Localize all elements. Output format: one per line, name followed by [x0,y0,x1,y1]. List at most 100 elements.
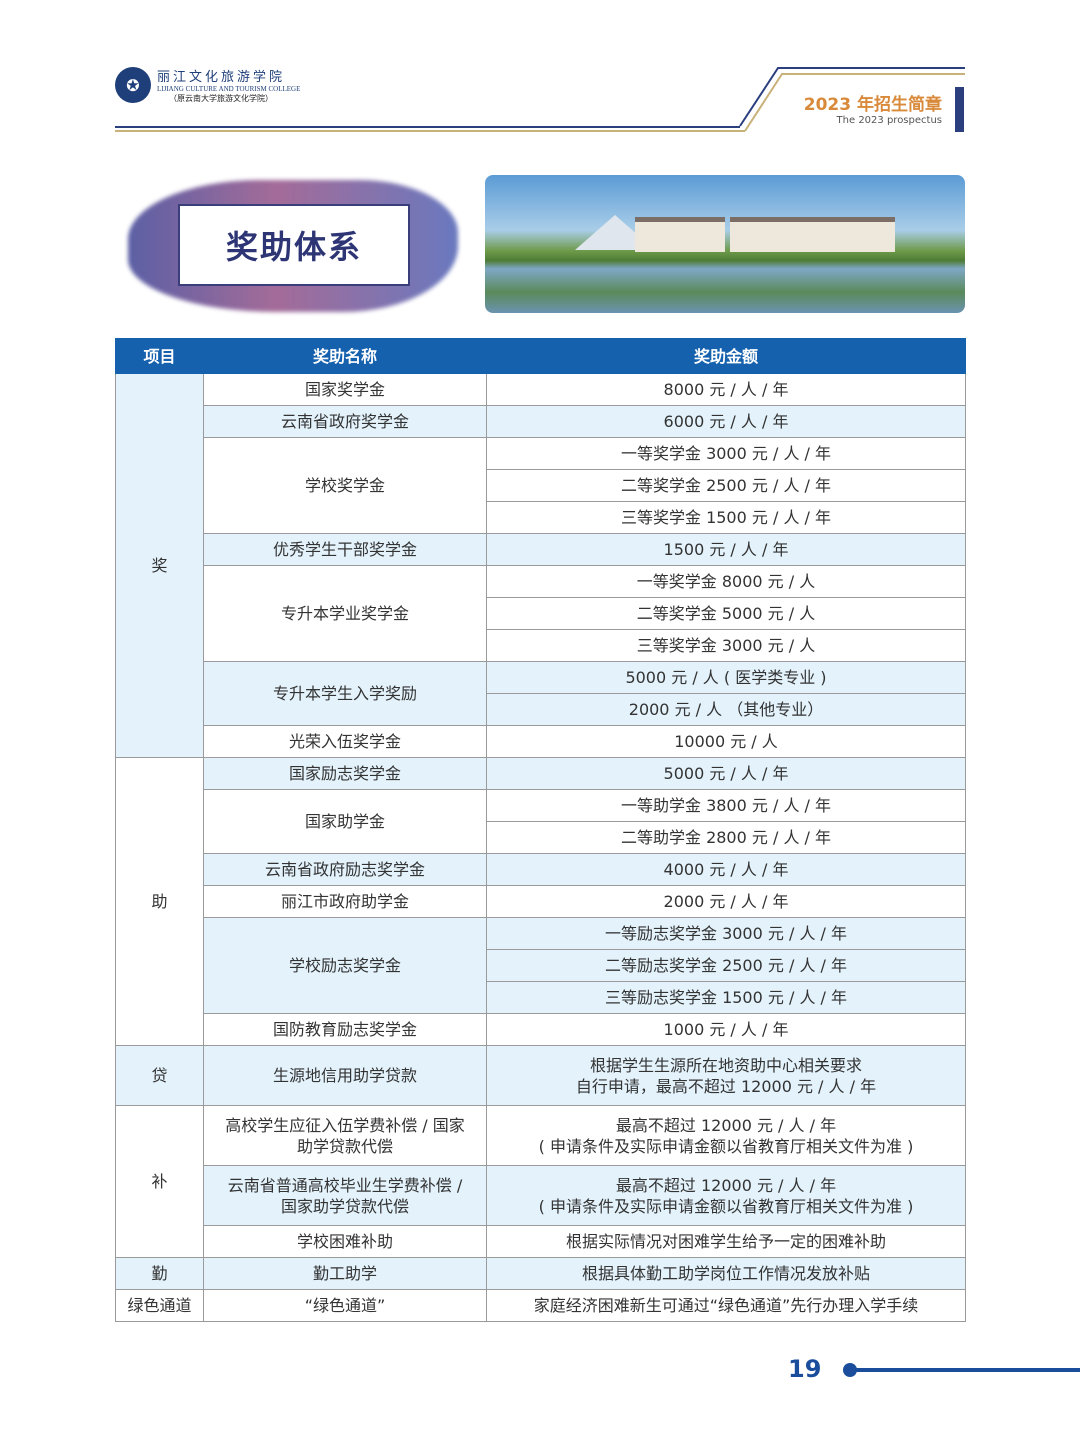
aid-name-cell: 云南省政府奖学金 [203,405,487,438]
aid-amount-cell: 1500 元 / 人 / 年 [486,533,966,566]
table-row: 绿色通道 “绿色通道” 家庭经济困难新生可通过“绿色通道”先行办理入学手续 [115,1289,966,1322]
aid-amount-cell: 二等奖学金 2500 元 / 人 / 年 [486,469,966,502]
column-header-name: 奖助名称 [203,338,487,374]
category-cell: 补 [115,1105,204,1258]
aid-amount-cell: 二等励志奖学金 2500 元 / 人 / 年 [486,949,966,982]
category-cell: 贷 [115,1045,204,1106]
aid-name-cell: 云南省普通高校毕业生学费补偿 / 国家助学贷款代偿 [203,1165,487,1226]
aid-name-cell: “绿色通道” [203,1289,487,1322]
campus-photo [485,175,965,313]
page-number: 19 [788,1355,822,1383]
aid-amount-cell: 10000 元 / 人 [486,725,966,758]
aid-name-cell: 优秀学生干部奖学金 [203,533,487,566]
section-title: 奖助体系 [178,204,410,286]
aid-amount-cell: 家庭经济困难新生可通过“绿色通道”先行办理入学手续 [486,1289,966,1322]
table-row: 学校励志奖学金 一等励志奖学金 3000 元 / 人 / 年 [116,917,966,1014]
aid-amount-cell: 5000 元 / 人 / 年 [486,757,966,790]
table-row: 勤勤工助学 根据具体勤工助学岗位工作情况发放补贴 [115,1257,966,1290]
table-row: 专升本学业奖学金 一等奖学金 8000 元 / 人 [116,565,966,662]
college-emblem-icon: ✪ [115,67,151,103]
table-row: 国家助学金 一等助学金 3800 元 / 人 / 年 [116,789,966,854]
table-header-row: 项目 奖助名称 奖助金额 [115,338,966,374]
aid-amount-cell: 根据学生生源所在地资助中心相关要求 自行申请，最高不超过 12000 元 / 人… [486,1045,966,1106]
table-row: 云南省普通高校毕业生学费补偿 / 国家助学贷款代偿 最高不超过 12000 元 /… [116,1165,966,1226]
aid-name-cell: 光荣入伍奖学金 [203,725,487,758]
aid-name-cell: 国家奖学金 [203,373,487,406]
aid-amount-cell: 根据实际情况对困难学生给予一定的困难补助 [486,1225,966,1258]
table-row: 奖国家奖学金 8000 元 / 人 / 年 [115,373,966,758]
college-name-en: LIJIANG CULTURE AND TOURISM COLLEGE [157,85,301,93]
footer-line [850,1368,1080,1372]
aid-name-cell: 勤工助学 [203,1257,487,1290]
table-row: 优秀学生干部奖学金 1500 元 / 人 / 年 [116,533,966,566]
aid-name-cell: 生源地信用助学贷款 [203,1045,487,1106]
category-cell: 勤 [115,1257,204,1290]
aid-amount-cell: 一等奖学金 3000 元 / 人 / 年 [486,437,966,470]
table-row: 国防教育励志奖学金 1000 元 / 人 / 年 [116,1013,966,1046]
college-name-cn: 丽江文化旅游学院 [157,70,286,85]
college-former-name: （原云南大学旅游文化学院） [169,94,273,103]
table-row: 云南省政府奖学金 6000 元 / 人 / 年 [116,405,966,438]
aid-name-cell: 学校奖学金 [203,437,487,534]
category-cell: 助 [115,757,204,1046]
aid-name-cell: 丽江市政府助学金 [203,885,487,918]
prospectus-subtitle: The 2023 prospectus [836,115,942,126]
aid-amount-cell: 一等奖学金 8000 元 / 人 [486,565,966,598]
aid-amount-cell: 最高不超过 12000 元 / 人 / 年 ( 申请条件及实际申请金额以省教育厅… [486,1105,966,1166]
header-rule-gold [115,130,745,132]
table-row: 三等奖学金 1500 元 / 人 / 年 [116,501,966,534]
aid-name-cell: 云南省政府励志奖学金 [203,853,487,886]
header-decoration [739,67,965,132]
aid-name-cell: 专升本学业奖学金 [203,565,487,662]
aid-amount-cell: 最高不超过 12000 元 / 人 / 年 ( 申请条件及实际申请金额以省教育厅… [486,1165,966,1226]
college-logo: ✪ 丽江文化旅游学院 LIJIANG CULTURE AND TOURISM C… [115,66,300,104]
table-row: 补高校学生应征入伍学费补偿 / 国家 助学贷款代偿 最高不超过 12000 元 /… [115,1105,966,1258]
aid-name-cell: 国家励志奖学金 [203,757,487,790]
table-row: 光荣入伍奖学金 10000 元 / 人 [116,725,966,758]
table-row: 二等奖学金 2500 元 / 人 / 年 [116,469,966,502]
aid-name-cell: 专升本学生入学奖励 [203,661,487,726]
table-row: 学校困难补助 根据实际情况对困难学生给予一定的困难补助 [116,1225,966,1258]
aid-amount-cell: 三等励志奖学金 1500 元 / 人 / 年 [486,981,966,1014]
aid-amount-cell: 6000 元 / 人 / 年 [486,405,966,438]
aid-amount-cell: 一等助学金 3800 元 / 人 / 年 [486,789,966,822]
table-row: 丽江市政府助学金 2000 元 / 人 / 年 [116,885,966,918]
aid-amount-cell: 4000 元 / 人 / 年 [486,853,966,886]
aid-amount-cell: 一等励志奖学金 3000 元 / 人 / 年 [486,917,966,950]
aid-amount-cell: 三等奖学金 3000 元 / 人 [486,629,966,662]
aid-name-cell: 国家助学金 [203,789,487,854]
header-rule-navy [115,126,740,128]
aid-name-cell: 国防教育励志奖学金 [203,1013,487,1046]
table-row: 专升本学生入学奖励 5000 元 / 人 ( 医学类专业 ) [116,661,966,726]
table-row: 三等奖学金 3000 元 / 人 [116,629,966,662]
aid-amount-cell: 二等助学金 2800 元 / 人 / 年 [486,821,966,854]
aid-amount-cell: 5000 元 / 人 ( 医学类专业 ) [486,661,966,694]
aid-name-cell: 学校励志奖学金 [203,917,487,1014]
category-cell: 奖 [115,373,204,758]
table-row: 云南省政府励志奖学金 4000 元 / 人 / 年 [116,853,966,886]
table-row: 二等励志奖学金 2500 元 / 人 / 年 [116,949,966,982]
category-cell: 绿色通道 [115,1289,204,1322]
aid-name-cell: 高校学生应征入伍学费补偿 / 国家 助学贷款代偿 [203,1105,487,1166]
aid-amount-cell: 8000 元 / 人 / 年 [486,373,966,406]
scholarship-table: 项目 奖助名称 奖助金额 奖国家奖学金 8000 元 / 人 / 年云南省政府奖学… [115,338,966,1322]
aid-amount-cell: 二等奖学金 5000 元 / 人 [486,597,966,630]
aid-amount-cell: 1000 元 / 人 / 年 [486,1013,966,1046]
table-row: 二等助学金 2800 元 / 人 / 年 [116,821,966,854]
table-row: 学校奖学金 一等奖学金 3000 元 / 人 / 年 [116,437,966,534]
table-row: 助国家励志奖学金 5000 元 / 人 / 年 [115,757,966,1046]
column-header-category: 项目 [115,338,204,374]
aid-amount-cell: 2000 元 / 人 / 年 [486,885,966,918]
column-header-amount: 奖助金额 [486,338,966,374]
header-accent-bar [955,87,964,132]
table-row: 贷生源地信用助学贷款 根据学生生源所在地资助中心相关要求 自行申请，最高不超过 1… [115,1045,966,1106]
section-title-banner: 奖助体系 [128,180,458,312]
footer-dot [843,1363,857,1377]
prospectus-title: 2023 年招生简章 [803,95,942,115]
table-row: 2000 元 / 人 （其他专业） [116,693,966,726]
aid-amount-cell: 2000 元 / 人 （其他专业） [486,693,966,726]
aid-name-cell: 学校困难补助 [203,1225,487,1258]
aid-amount-cell: 根据具体勤工助学岗位工作情况发放补贴 [486,1257,966,1290]
aid-amount-cell: 三等奖学金 1500 元 / 人 / 年 [486,501,966,534]
table-row: 三等励志奖学金 1500 元 / 人 / 年 [116,981,966,1014]
